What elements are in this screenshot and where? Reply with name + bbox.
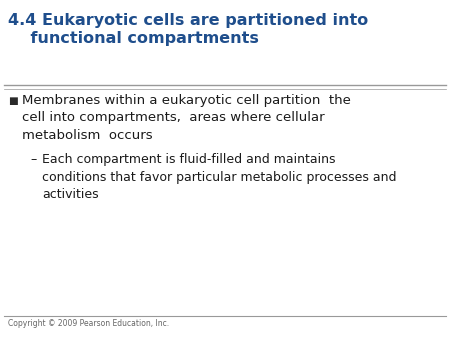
Text: 4.4 Eukaryotic cells are partitioned into
    functional compartments: 4.4 Eukaryotic cells are partitioned int… <box>8 13 368 46</box>
Text: Membranes within a eukaryotic cell partition  the
cell into compartments,  areas: Membranes within a eukaryotic cell parti… <box>22 94 351 142</box>
Text: Each compartment is fluid-filled and maintains
conditions that favor particular : Each compartment is fluid-filled and mai… <box>42 153 396 201</box>
Text: Copyright © 2009 Pearson Education, Inc.: Copyright © 2009 Pearson Education, Inc. <box>8 319 169 328</box>
Text: –: – <box>30 153 36 166</box>
Text: ■: ■ <box>8 96 18 106</box>
